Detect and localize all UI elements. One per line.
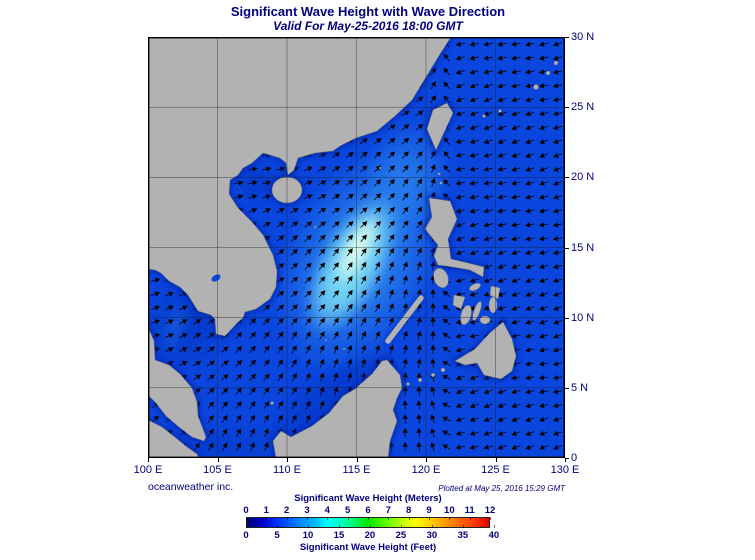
feet-tickmark xyxy=(246,525,247,528)
meter-tick-8: 8 xyxy=(406,505,412,516)
feet-tick-25: 25 xyxy=(395,530,407,541)
meter-tickmark xyxy=(327,517,329,520)
feet-tickmark xyxy=(276,525,278,528)
lon-tick xyxy=(148,458,149,462)
meter-tickmark xyxy=(347,517,349,520)
feet-tickmark xyxy=(462,525,464,528)
oceanweather-credit: oceanweather inc. xyxy=(148,481,234,493)
map-border xyxy=(148,37,565,458)
legend-title-feet: Significant Wave Height (Feet) xyxy=(299,542,437,553)
small-islands xyxy=(270,60,559,405)
lon-label-130E: 130 E xyxy=(550,464,580,476)
lat-tick xyxy=(565,37,569,38)
lat-label-5N: 5 N xyxy=(571,382,589,394)
meter-tick-9: 9 xyxy=(426,505,432,516)
feet-tick-15: 15 xyxy=(333,530,345,541)
meter-tick-10: 10 xyxy=(444,505,455,516)
lat-tick xyxy=(565,388,569,389)
meter-tick-2: 2 xyxy=(284,505,290,516)
feet-tick-35: 35 xyxy=(457,530,469,541)
lon-label-125E: 125 E xyxy=(481,464,510,476)
meter-tickmark xyxy=(490,517,491,520)
lat-lon-gridlines xyxy=(148,37,565,458)
meter-tickmark xyxy=(368,517,369,520)
tonle-sap-lake xyxy=(211,274,221,282)
feet-tickmark xyxy=(307,525,309,528)
lon-tick xyxy=(217,458,219,462)
lat-label-30N: 30 N xyxy=(571,31,595,43)
lon-label-120E: 120 E xyxy=(411,464,441,476)
meter-tickmark xyxy=(429,517,430,520)
feet-tick-0: 0 xyxy=(243,530,249,541)
lon-tick xyxy=(495,458,497,462)
meter-tick-0: 0 xyxy=(243,505,249,516)
figure-title: Significant Wave Height with Wave Direct… xyxy=(230,4,506,19)
figure-valid-time: Valid For May-25-2016 18:00 GMT xyxy=(273,19,463,33)
feet-tickmark xyxy=(338,525,340,528)
meter-tick-5: 5 xyxy=(345,505,351,516)
feet-tick-20: 20 xyxy=(364,530,376,541)
lon-tick xyxy=(426,458,427,462)
meter-tick-1: 1 xyxy=(263,505,269,516)
feet-tickmark xyxy=(431,525,433,528)
meter-tickmark xyxy=(286,517,288,520)
feet-tickmark xyxy=(493,525,495,528)
lon-label-105E: 105 E xyxy=(203,464,232,476)
feet-tick-30: 30 xyxy=(426,530,438,541)
meter-tick-3: 3 xyxy=(304,505,310,516)
meter-tickmark xyxy=(469,517,471,520)
lon-label-115E: 115 E xyxy=(342,464,371,476)
feet-tick-10: 10 xyxy=(302,530,314,541)
map-panel xyxy=(148,37,565,458)
feet-tick-5: 5 xyxy=(274,530,280,541)
meter-tick-6: 6 xyxy=(365,505,371,516)
feet-tickmark xyxy=(369,525,371,528)
lat-tick xyxy=(565,317,569,319)
lat-label-25N: 25 N xyxy=(571,101,595,114)
meter-tickmark xyxy=(307,517,308,520)
lat-label-0: 0 xyxy=(571,452,578,465)
meter-tickmark xyxy=(408,517,410,520)
plotted-timestamp: Plotted at May 25, 2016 15:29 GMT xyxy=(438,484,565,493)
lat-tick xyxy=(565,458,569,460)
lon-label-100E: 100 E xyxy=(133,464,163,476)
meter-tick-12: 12 xyxy=(484,505,496,516)
feet-tick-40: 40 xyxy=(488,530,500,541)
lon-label-110E: 110 E xyxy=(273,464,301,476)
meter-tick-7: 7 xyxy=(385,505,391,516)
lat-tick xyxy=(565,247,569,249)
lon-tick xyxy=(565,458,566,462)
lat-label-15N: 15 N xyxy=(571,241,595,254)
meter-tickmark xyxy=(388,517,390,520)
meter-tickmark xyxy=(449,517,451,520)
meter-tickmark xyxy=(266,517,268,520)
lat-label-20N: 20 N xyxy=(571,171,595,184)
south-china-sea-wave-map xyxy=(148,37,565,458)
lat-tick xyxy=(565,177,569,179)
lat-tick xyxy=(565,107,569,109)
lat-label-10N: 10 N xyxy=(571,311,595,324)
meter-tickmark xyxy=(246,517,247,520)
meter-tick-4: 4 xyxy=(324,505,330,516)
meter-tick-11: 11 xyxy=(464,505,475,516)
lon-tick xyxy=(287,458,288,462)
lon-tick xyxy=(356,458,358,462)
feet-tickmark xyxy=(400,525,402,528)
legend-title-meters: Significant Wave Height (Meters) xyxy=(294,493,442,504)
